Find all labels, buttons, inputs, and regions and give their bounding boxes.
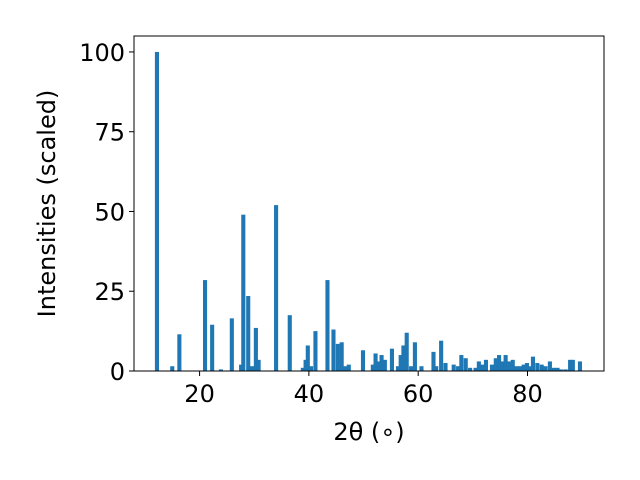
bar: [439, 340, 444, 371]
bar: [331, 329, 336, 371]
bar: [335, 343, 340, 371]
bar: [373, 353, 378, 371]
bar: [456, 366, 461, 371]
x-tick-label: 40: [294, 380, 325, 408]
bar: [360, 350, 366, 371]
bar: [577, 361, 583, 371]
bar: [518, 366, 523, 371]
bar: [463, 358, 468, 371]
bar: [218, 369, 223, 371]
bar: [459, 355, 464, 371]
bar: [376, 361, 381, 371]
x-tick-label: 20: [184, 380, 215, 408]
bar: [239, 364, 244, 371]
bar: [473, 367, 478, 371]
y-tick-label: 0: [110, 358, 125, 386]
bar: [343, 366, 348, 371]
bar: [210, 324, 215, 371]
bar: [253, 327, 258, 371]
bar: [555, 367, 560, 371]
bar: [563, 369, 568, 371]
bar: [530, 356, 536, 371]
bar: [443, 363, 448, 371]
x-axis-ticks: 20 40 60 80: [184, 371, 543, 408]
x-tick-label: 60: [403, 380, 434, 408]
bar: [409, 366, 414, 371]
bar: [346, 364, 351, 371]
bar: [480, 364, 485, 371]
bar: [503, 355, 508, 371]
bar: [339, 342, 344, 371]
bar: [500, 361, 505, 371]
bar: [274, 205, 279, 371]
bar: [154, 51, 160, 371]
bar: [229, 318, 234, 371]
bar: [468, 367, 473, 371]
bar: [401, 345, 406, 371]
y-tick-label: 25: [94, 278, 125, 306]
bar: [568, 359, 573, 371]
bar: [434, 366, 439, 371]
bar: [249, 366, 255, 371]
bar: [419, 366, 424, 371]
bar: [483, 359, 489, 371]
bar: [535, 363, 540, 371]
bar: [177, 334, 182, 371]
bar: [370, 364, 375, 371]
bar: [547, 361, 552, 371]
bar: [303, 359, 308, 371]
bar: [287, 315, 292, 371]
y-axis-label: Intensities (scaled): [33, 90, 61, 318]
bar: [395, 366, 401, 371]
bar: [524, 363, 529, 371]
y-tick-label: 75: [94, 119, 125, 147]
bar: [528, 366, 533, 371]
bar: [551, 367, 556, 371]
bar: [170, 366, 175, 371]
bar: [398, 355, 403, 371]
bar: [489, 364, 495, 371]
bar: [476, 361, 481, 371]
bar: [241, 214, 246, 371]
bar: [510, 359, 515, 371]
bar: [570, 359, 575, 371]
bar: [543, 366, 548, 371]
y-axis-ticks: 0 25 50 75 100: [79, 39, 134, 386]
bar: [246, 296, 251, 371]
bar: [514, 366, 519, 371]
x-axis-label: 2θ (∘): [333, 418, 404, 446]
y-tick-label: 100: [79, 39, 125, 67]
bar: [389, 348, 395, 371]
bar: [404, 332, 409, 371]
bar: [506, 361, 511, 371]
bar: [325, 280, 330, 371]
bar: [300, 367, 305, 371]
bar: [305, 345, 310, 371]
bar: [451, 364, 456, 371]
x-tick-label: 80: [512, 380, 543, 408]
bar: [382, 359, 387, 371]
y-tick-label: 50: [94, 198, 125, 226]
bar: [313, 331, 318, 371]
bar: [256, 359, 261, 371]
bar: [493, 358, 498, 371]
bar: [412, 342, 417, 371]
bar: [497, 355, 502, 371]
plot-frame: [133, 35, 605, 372]
bar: [431, 351, 436, 371]
bar: [559, 369, 564, 371]
bar: [309, 366, 314, 371]
bar: [202, 280, 208, 371]
bar: [521, 364, 526, 371]
bars-group: [154, 51, 583, 371]
bar: [379, 355, 384, 371]
bar: [539, 364, 544, 371]
